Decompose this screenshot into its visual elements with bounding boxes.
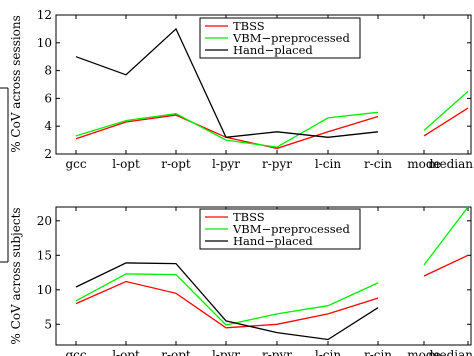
- sessions-x-tick-label-l-opt: l-opt: [112, 157, 140, 171]
- subjects-legend-label: VBM−preprocessed: [232, 222, 350, 236]
- sessions-legend-label: VBM−preprocessed: [232, 31, 350, 45]
- sessions-y-tick-label: 4: [44, 119, 52, 133]
- sessions-x-tick-label-gcc: gcc: [65, 157, 86, 171]
- sessions-y-axis-label: % CoV across sessions: [9, 15, 23, 153]
- subjects-series-tbss-line-regions: [75, 280, 379, 329]
- subjects-plot-frame: [55, 206, 472, 346]
- sessions-x-tick-label-l-pyr: l-pyr: [212, 157, 240, 171]
- sessions-legend-label: TBSS: [233, 19, 265, 33]
- subjects-y-tick-label: 5: [44, 317, 52, 331]
- subjects-x-tick-label-l-pyr: l-pyr: [212, 348, 240, 356]
- subjects-y-tick-label: 10: [37, 283, 52, 297]
- subjects-x-tick-label-r-cin: r-cin: [364, 348, 392, 356]
- sessions-series-vbm-line-summary: [423, 90, 469, 131]
- sessions-legend-label: Hand−placed: [233, 43, 313, 57]
- sessions-series-hand-line-regions: [75, 27, 379, 138]
- chart-cov-across-subjects: 5 10 15 20 gcc l-opt r-opt l-pyr r-pyr l-cin r-cin…: [9, 206, 473, 356]
- subjects-series-tbss-line-summary: [423, 254, 469, 277]
- subjects-y-tick-label: 20: [37, 214, 52, 228]
- subjects-x-tick-label-r-pyr: r-pyr: [262, 348, 292, 356]
- subjects-x-tick-label-l-opt: l-opt: [112, 348, 140, 356]
- chart-cov-across-sessions: 2 4 6 8 10 12 gcc l-opt r-opt l-pyr r-pyr l-cin r-ci…: [9, 8, 473, 171]
- sessions-series-vbm-line-regions: [75, 111, 379, 148]
- subjects-legend-label: TBSS: [233, 210, 265, 224]
- sessions-x-tick-label-r-cin: r-cin: [364, 157, 392, 171]
- sessions-plot-frame: [55, 14, 472, 155]
- subjects-legend-label: Hand−placed: [233, 234, 313, 248]
- subjects-x-tick-label-gcc: gcc: [65, 348, 86, 356]
- sessions-x-tick-label-mode: mode: [407, 157, 440, 171]
- sessions-series-tbss-line-regions: [75, 114, 379, 150]
- sessions-y-tick-label: 10: [37, 36, 52, 50]
- subjects-x-tick-label-l-cin: l-cin: [315, 348, 341, 356]
- subjects-series-vbm-line-regions: [75, 273, 379, 326]
- sessions-y-tick-label: 6: [44, 91, 52, 105]
- sessions-x-tick-label-r-pyr: r-pyr: [262, 157, 292, 171]
- subjects-x-tick-label-median: median: [428, 348, 473, 356]
- sessions-x-tick-label-r-opt: r-opt: [161, 157, 191, 171]
- left-panel-border: [0, 87, 9, 263]
- sessions-x-tick-label-median: median: [428, 157, 473, 171]
- subjects-y-tick-label: 15: [37, 248, 52, 262]
- sessions-series-tbss-line-summary: [423, 107, 469, 137]
- subjects-series-hand-line-regions: [75, 262, 379, 341]
- sessions-y-tick-label: 8: [44, 64, 52, 78]
- sessions-x-tick-label-l-cin: l-cin: [315, 157, 341, 171]
- sessions-y-tick-label: 2: [44, 147, 52, 161]
- subjects-x-tick-label-mode: mode: [407, 348, 440, 356]
- subjects-y-axis-label: % CoV across subjects: [9, 207, 23, 344]
- subjects-x-tick-label-r-opt: r-opt: [161, 348, 191, 356]
- sessions-y-tick-label: 12: [37, 8, 52, 22]
- subjects-series-vbm-line-summary: [423, 206, 469, 266]
